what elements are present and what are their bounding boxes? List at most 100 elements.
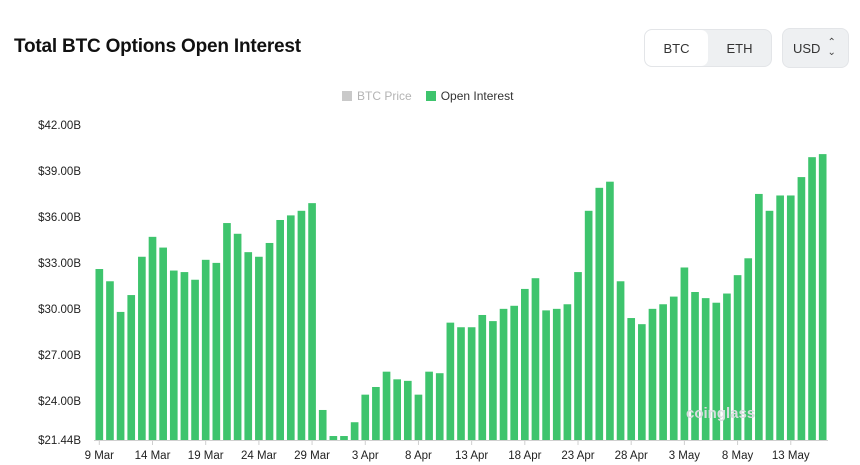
chevron-up-down-icon: ⌃ ⌄ xyxy=(827,37,836,58)
legend-item-btc-price[interactable]: BTC Price xyxy=(342,89,412,103)
y-tick-label: $27.00B xyxy=(38,350,81,362)
bar[interactable] xyxy=(201,259,210,440)
bar[interactable] xyxy=(286,215,295,440)
bar[interactable] xyxy=(510,305,519,440)
bar[interactable] xyxy=(276,219,284,440)
bar[interactable] xyxy=(382,371,391,440)
bar[interactable] xyxy=(425,371,433,440)
bar[interactable] xyxy=(606,181,614,440)
x-tick-label: 13 Apr xyxy=(455,450,488,462)
bar[interactable] xyxy=(329,436,338,440)
bar[interactable] xyxy=(446,322,455,440)
bar[interactable] xyxy=(818,154,827,441)
bar[interactable] xyxy=(318,409,327,440)
bar[interactable] xyxy=(244,252,253,440)
bar[interactable] xyxy=(786,195,795,440)
bar[interactable] xyxy=(297,210,306,440)
bar[interactable] xyxy=(542,310,550,440)
x-tick-label: 9 Mar xyxy=(85,450,115,462)
x-tick-label: 24 Mar xyxy=(241,450,277,462)
bar[interactable] xyxy=(191,279,199,440)
bar[interactable] xyxy=(169,270,178,440)
x-tick-label: 14 Mar xyxy=(135,450,171,462)
bar[interactable] xyxy=(435,373,444,440)
x-tick-label: 18 Apr xyxy=(508,450,541,462)
bar[interactable] xyxy=(808,157,816,441)
bar[interactable] xyxy=(106,281,114,440)
bar[interactable] xyxy=(521,288,529,440)
bar[interactable] xyxy=(552,308,561,440)
y-tick-label: $39.00B xyxy=(38,166,81,178)
bar[interactable] xyxy=(212,262,221,440)
bar[interactable] xyxy=(457,327,465,440)
bar[interactable] xyxy=(180,272,189,440)
bar[interactable] xyxy=(584,210,593,440)
bar[interactable] xyxy=(233,233,242,440)
legend-label-btc-price: BTC Price xyxy=(357,89,412,103)
x-axis: 9 Mar 14 Mar 19 Mar 24 Mar 29 Mar 3 Apr 8 Apr 1… xyxy=(85,440,828,462)
bar[interactable] xyxy=(595,187,604,440)
bar[interactable] xyxy=(499,308,508,440)
bar[interactable] xyxy=(95,269,104,440)
bar[interactable] xyxy=(148,236,157,440)
bar[interactable] xyxy=(669,296,678,440)
x-tick-label: 3 May xyxy=(669,450,701,462)
currency-select[interactable]: USD ⌃ ⌄ xyxy=(782,28,849,68)
bar[interactable] xyxy=(403,380,412,440)
bar[interactable] xyxy=(797,177,806,440)
bar[interactable] xyxy=(138,256,146,440)
bar[interactable] xyxy=(574,272,582,440)
bar[interactable] xyxy=(701,298,710,440)
bar[interactable] xyxy=(616,281,625,440)
bar[interactable] xyxy=(116,311,125,440)
bar[interactable] xyxy=(744,258,753,440)
bar[interactable] xyxy=(531,278,540,440)
asset-toggle: BTC ETH xyxy=(644,29,772,67)
currency-value: USD xyxy=(793,40,821,56)
bar[interactable] xyxy=(489,321,497,440)
bar[interactable] xyxy=(361,394,370,440)
bar[interactable] xyxy=(691,292,699,440)
bar[interactable] xyxy=(723,293,731,440)
bar[interactable] xyxy=(755,193,763,440)
eth-tab[interactable]: ETH xyxy=(726,40,753,56)
bar[interactable] xyxy=(776,195,784,440)
bar[interactable] xyxy=(638,324,646,440)
bar[interactable] xyxy=(414,394,423,440)
bar[interactable] xyxy=(265,242,274,440)
legend: BTC Price Open Interest xyxy=(342,89,527,103)
watermark: coinglass xyxy=(686,405,755,422)
bar[interactable] xyxy=(159,247,167,440)
bars xyxy=(95,154,827,441)
bar[interactable] xyxy=(372,386,380,440)
bar[interactable] xyxy=(765,210,774,440)
bar[interactable] xyxy=(659,304,667,440)
x-tick-label: 13 May xyxy=(772,450,810,462)
bar[interactable] xyxy=(393,379,401,440)
bar[interactable] xyxy=(712,302,721,440)
bar[interactable] xyxy=(648,308,657,440)
x-tick-label: 8 Apr xyxy=(405,450,432,462)
bar[interactable] xyxy=(127,295,136,440)
bar[interactable] xyxy=(255,256,263,440)
y-tick-label: $33.00B xyxy=(38,258,81,270)
x-tick-label: 28 Apr xyxy=(615,450,648,462)
bar[interactable] xyxy=(733,275,742,440)
bar[interactable] xyxy=(223,223,231,440)
bar[interactable] xyxy=(680,267,689,440)
bar[interactable] xyxy=(308,203,316,440)
x-tick-label: 3 Apr xyxy=(352,450,379,462)
bar[interactable] xyxy=(563,304,572,440)
legend-item-open-interest[interactable]: Open Interest xyxy=(425,89,514,103)
btc-tab[interactable]: BTC xyxy=(645,30,708,66)
x-tick-label: 23 Apr xyxy=(561,450,594,462)
x-tick-label: 29 Mar xyxy=(294,450,330,462)
bar[interactable] xyxy=(627,318,636,440)
bar[interactable] xyxy=(340,436,348,440)
bar[interactable] xyxy=(350,422,359,440)
x-tick-label: 19 Mar xyxy=(188,450,224,462)
bar[interactable] xyxy=(478,314,487,440)
legend-label-open-interest: Open Interest xyxy=(440,89,514,103)
bar[interactable] xyxy=(467,327,476,440)
